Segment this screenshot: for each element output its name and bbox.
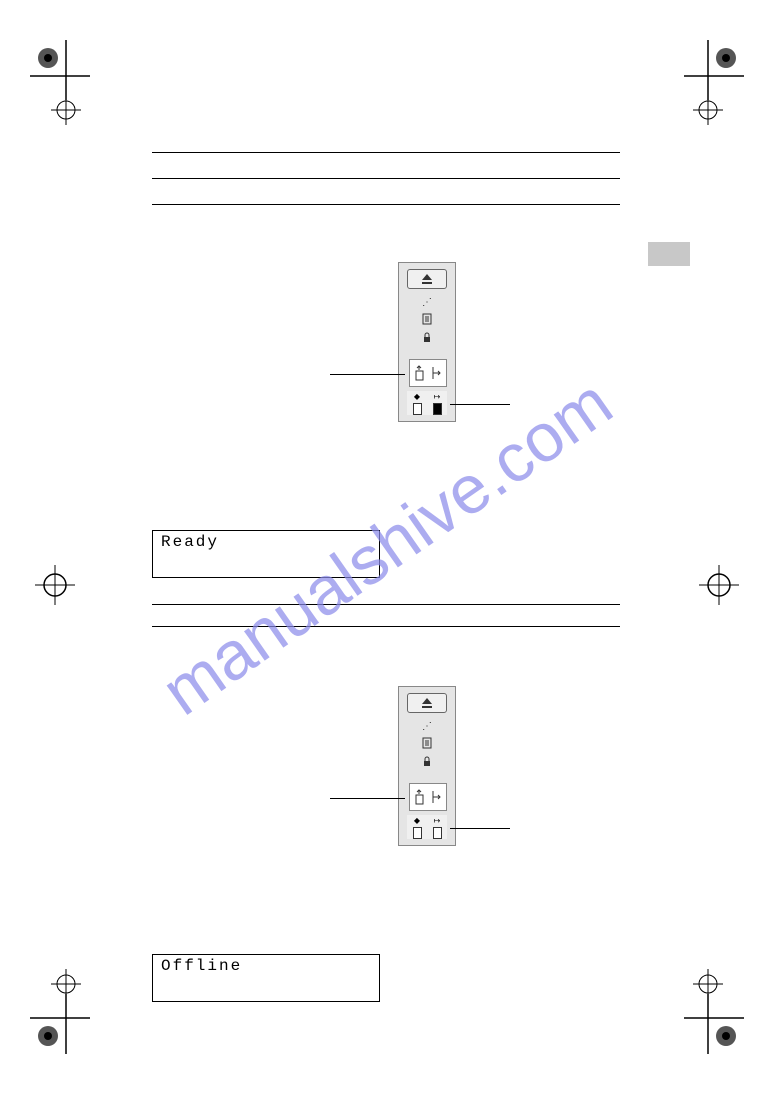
paper-source-selector[interactable] — [409, 359, 447, 387]
rule-4 — [152, 604, 620, 605]
crop-mark-br — [634, 944, 744, 1054]
data-icon: ◆ — [414, 816, 420, 825]
status-leds: ◆ ↦ — [407, 815, 447, 839]
leader-1-right — [450, 404, 510, 405]
page-index-tab — [648, 242, 690, 266]
led-power — [433, 403, 442, 415]
crop-mark-tr — [634, 40, 744, 150]
lcd-display-1: Ready — [152, 530, 380, 578]
status-leds: ◆ ↦ — [407, 391, 447, 415]
leader-2-right — [450, 828, 510, 829]
lock-icon — [421, 331, 433, 346]
leader-1-left — [330, 374, 405, 375]
crop-mark-ml — [30, 530, 140, 640]
doc-icon — [421, 737, 433, 752]
led-data — [413, 827, 422, 839]
doc-icon — [421, 313, 433, 328]
lcd-display-2: Offline — [152, 954, 380, 1002]
lcd-text-1: Ready — [161, 533, 219, 551]
eject-button[interactable] — [407, 693, 447, 713]
rule-3 — [152, 204, 620, 205]
power-icon: ↦ — [434, 392, 441, 401]
rule-2 — [152, 178, 620, 179]
power-icon: ↦ — [434, 816, 441, 825]
crop-mark-mr — [634, 530, 744, 640]
printer-panel-2: ⋰ ◆ ↦ — [398, 686, 456, 846]
printer-panel-1: ⋰ ◆ ↦ — [398, 262, 456, 422]
lock-icon — [421, 755, 433, 770]
wireless-icon: ⋰ — [421, 297, 433, 308]
leader-2-left — [330, 798, 405, 799]
led-power — [433, 827, 442, 839]
lcd-text-2: Offline — [161, 957, 242, 975]
crop-mark-tl — [30, 40, 140, 150]
rule-1 — [152, 152, 620, 153]
wireless-icon: ⋰ — [421, 721, 433, 732]
led-data — [413, 403, 422, 415]
paper-source-selector[interactable] — [409, 783, 447, 811]
crop-mark-bl — [30, 944, 140, 1054]
data-icon: ◆ — [414, 392, 420, 401]
rule-5 — [152, 626, 620, 627]
eject-button[interactable] — [407, 269, 447, 289]
